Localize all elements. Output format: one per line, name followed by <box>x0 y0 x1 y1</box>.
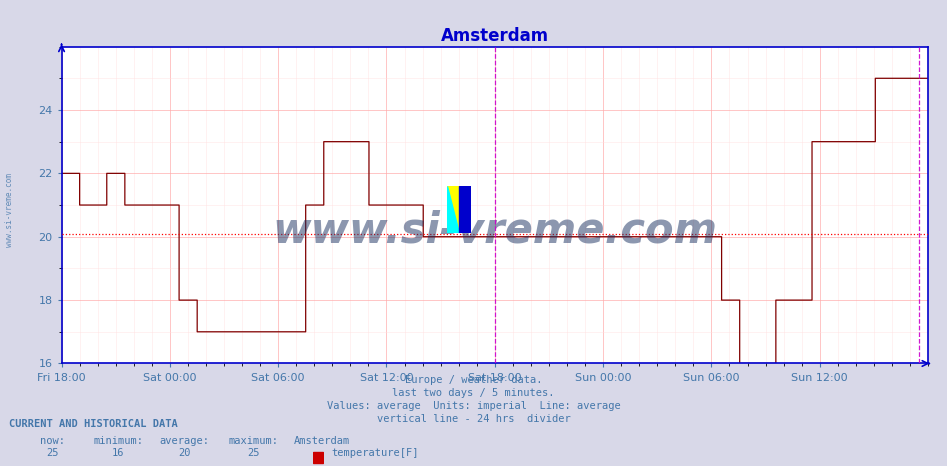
Title: Amsterdam: Amsterdam <box>440 27 549 45</box>
Polygon shape <box>447 186 458 233</box>
Polygon shape <box>458 186 471 233</box>
Text: 20: 20 <box>178 448 191 458</box>
Text: www.si-vreme.com: www.si-vreme.com <box>273 209 717 251</box>
Polygon shape <box>447 186 458 233</box>
Text: www.si-vreme.com: www.si-vreme.com <box>5 173 14 247</box>
Text: average:: average: <box>160 436 209 445</box>
Text: Values: average  Units: imperial  Line: average: Values: average Units: imperial Line: av… <box>327 401 620 411</box>
Text: maximum:: maximum: <box>229 436 278 445</box>
Text: Amsterdam: Amsterdam <box>294 436 350 445</box>
Text: 25: 25 <box>45 448 59 458</box>
Text: CURRENT AND HISTORICAL DATA: CURRENT AND HISTORICAL DATA <box>9 419 178 429</box>
Text: minimum:: minimum: <box>94 436 143 445</box>
Text: 16: 16 <box>112 448 125 458</box>
Text: temperature[F]: temperature[F] <box>331 448 419 458</box>
Text: last two days / 5 minutes.: last two days / 5 minutes. <box>392 388 555 398</box>
Text: now:: now: <box>40 436 64 445</box>
Text: vertical line - 24 hrs  divider: vertical line - 24 hrs divider <box>377 414 570 424</box>
Bar <box>313 452 323 463</box>
Text: 25: 25 <box>247 448 260 458</box>
Text: Europe / weather data.: Europe / weather data. <box>404 375 543 385</box>
